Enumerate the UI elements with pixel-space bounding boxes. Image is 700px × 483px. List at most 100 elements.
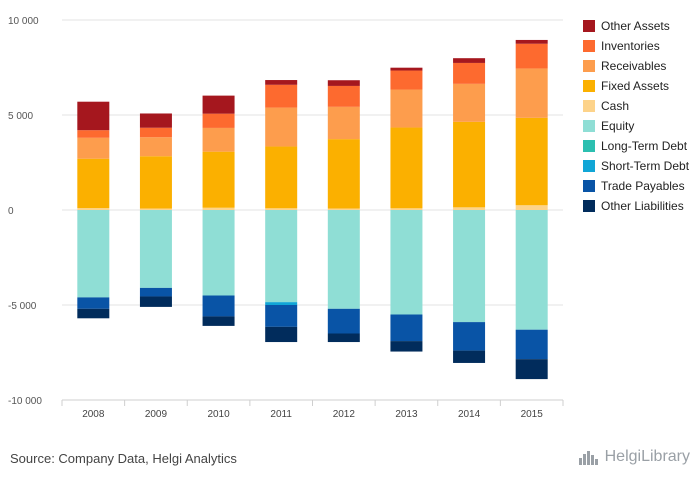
y-tick-label: 5 000 (8, 111, 33, 122)
bar-segment (265, 80, 298, 85)
bar-segment (77, 137, 110, 159)
bar-segment (77, 208, 110, 210)
bar-segment (265, 84, 298, 108)
legend-item-receivables[interactable]: Receivables (583, 56, 689, 76)
bar-segment (265, 107, 298, 147)
bar-segment (453, 210, 486, 323)
legend-label: Cash (601, 99, 630, 113)
x-tick-label: 2012 (333, 409, 356, 420)
legend-label: Fixed Assets (601, 79, 670, 93)
bar-segment (139, 296, 172, 307)
x-tick-label: 2015 (521, 409, 544, 420)
bar-segment (202, 295, 235, 317)
bar-segment (139, 127, 172, 138)
bar-segment (77, 101, 110, 131)
x-tick-label: 2013 (395, 409, 418, 420)
logo-text: HelgiLibrary (604, 448, 690, 465)
legend-item-equity[interactable]: Equity (583, 116, 689, 136)
y-tick-label: 10 000 (8, 16, 39, 27)
bar-segment (515, 359, 548, 380)
legend-swatch (583, 180, 595, 192)
bar-segment (265, 210, 298, 303)
bar-segment (139, 287, 172, 297)
bar-segment (390, 70, 423, 90)
bar-segment (453, 207, 486, 210)
y-tick-label: -10 000 (8, 396, 42, 407)
bar-segment (77, 308, 110, 319)
legend-swatch (583, 60, 595, 72)
legend-label: Receivables (601, 59, 667, 73)
bar-segment (265, 305, 298, 327)
bar-segment (453, 350, 486, 363)
helgi-library-logo[interactable]: HelgiLibrary (578, 448, 690, 466)
legend-item-cash[interactable]: Cash (583, 96, 689, 116)
legend-label: Other Assets (601, 19, 670, 33)
legend-item-other-assets[interactable]: Other Assets (583, 16, 689, 36)
legend-swatch (583, 100, 595, 112)
bar-segment (202, 207, 235, 210)
y-tick-label: -5 000 (8, 301, 37, 312)
legend-swatch (583, 40, 595, 52)
bar-segment (390, 210, 423, 315)
bar-segment (327, 208, 360, 210)
x-tick-label: 2009 (145, 409, 168, 420)
bar-segment (202, 210, 235, 296)
y-tick-label: 0 (8, 206, 14, 217)
bar-segment (77, 297, 110, 309)
bar-segment (453, 83, 486, 122)
bar-segment (515, 117, 548, 206)
legend-item-fixed-assets[interactable]: Fixed Assets (583, 76, 689, 96)
bar-segment (515, 205, 548, 210)
bar-segment (265, 326, 298, 343)
bar-segment (139, 208, 172, 210)
bar-segment (265, 208, 298, 210)
legend-swatch (583, 120, 595, 132)
legend-item-inventories[interactable]: Inventories (583, 36, 689, 56)
legend-label: Long-Term Debt (601, 139, 688, 153)
bar-segment (390, 314, 423, 342)
legend-item-short-term-debt[interactable]: Short-Term Debt (583, 156, 689, 176)
bar-segment (515, 68, 548, 118)
bar-segment (77, 210, 110, 298)
legend-label: Trade Payables (601, 179, 685, 193)
bar-segment (453, 62, 486, 84)
legend-item-long-term-debt[interactable]: Long-Term Debt (583, 136, 689, 156)
bar-segment (515, 39, 548, 44)
x-tick-label: 2010 (207, 409, 230, 420)
chart-legend: Other Assets Inventories Receivables Fix… (583, 16, 689, 216)
bar-segment (327, 139, 360, 209)
bar-segment (453, 58, 486, 63)
bar-segment (390, 89, 423, 128)
x-tick-label: 2014 (458, 409, 481, 420)
legend-swatch (583, 80, 595, 92)
bar-segment (390, 208, 423, 210)
bar-segment (139, 210, 172, 288)
bar-segment (265, 302, 298, 305)
bar-segment (265, 146, 298, 209)
bar-segment (390, 67, 423, 71)
balance-sheet-chart: 10 000 5 000 0 -5 000 -10 000 2008 2009 2010 201… (8, 16, 564, 420)
legend-label: Equity (601, 119, 635, 133)
bar-segment (77, 130, 110, 138)
legend-item-other-liabilities[interactable]: Other Liabilities (583, 196, 689, 216)
bar-segment (327, 210, 360, 309)
bar-segment (327, 106, 360, 140)
bar-segment (202, 151, 235, 208)
bar-segment (139, 156, 172, 209)
bar-segment (327, 85, 360, 107)
city-skyline-icon (578, 451, 598, 465)
legend-swatch (583, 160, 595, 172)
bar-segment (77, 158, 110, 209)
legend-swatch (583, 20, 595, 32)
legend-item-trade-payables[interactable]: Trade Payables (583, 176, 689, 196)
bar-segment (453, 121, 486, 208)
bar-segment (390, 341, 423, 352)
bar-segment (390, 127, 423, 209)
legend-swatch (583, 140, 595, 152)
legend-label: Other Liabilities (601, 199, 684, 213)
bar-segment (327, 308, 360, 334)
bar-segment (327, 333, 360, 343)
legend-swatch (583, 200, 595, 212)
bar-segment (202, 127, 235, 152)
legend-label: Short-Term Debt (601, 159, 690, 173)
